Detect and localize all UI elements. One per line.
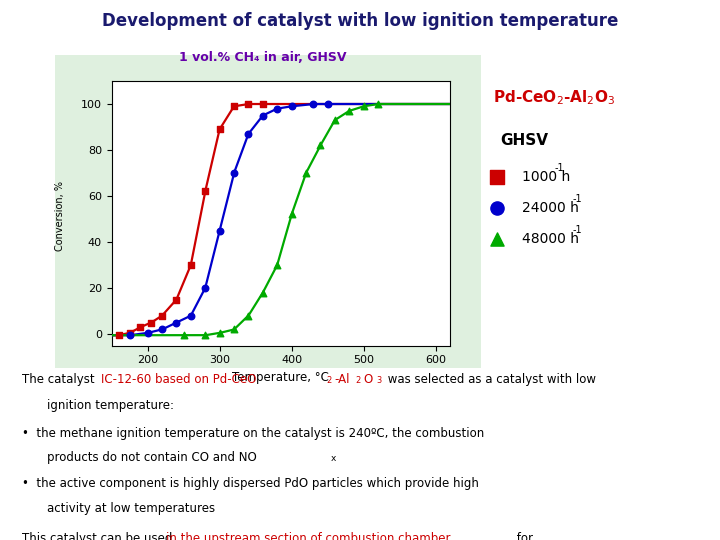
Text: Pd-CeO$_2$-Al$_2$O$_3$: Pd-CeO$_2$-Al$_2$O$_3$ <box>493 88 616 106</box>
Point <box>199 331 211 340</box>
Point <box>214 226 225 235</box>
Text: •  the active component is highly dispersed PdO particles which provide high: • the active component is highly dispers… <box>22 477 479 490</box>
Point <box>243 100 254 109</box>
Text: -1: -1 <box>572 194 582 204</box>
Point <box>343 106 355 115</box>
Point <box>257 288 269 297</box>
Text: $_3$: $_3$ <box>376 373 382 386</box>
Point <box>124 331 135 340</box>
Point <box>145 318 157 327</box>
Text: $_2$: $_2$ <box>355 373 361 386</box>
Text: -1: -1 <box>554 163 564 173</box>
Point <box>491 172 503 181</box>
Point <box>178 331 189 340</box>
Point <box>257 100 269 109</box>
Text: -1: -1 <box>572 225 582 235</box>
Text: IC-12-60 based on Pd-CeO: IC-12-60 based on Pd-CeO <box>101 373 256 386</box>
Text: ignition temperature:: ignition temperature: <box>47 399 174 411</box>
Text: in the upstream section of combustion chamber: in the upstream section of combustion ch… <box>166 532 450 540</box>
Point <box>300 168 312 177</box>
Point <box>228 102 240 111</box>
Text: 24000 h: 24000 h <box>522 201 579 215</box>
Point <box>271 261 283 269</box>
Text: The catalyst: The catalyst <box>22 373 98 386</box>
Point <box>329 116 341 124</box>
Point <box>257 111 269 120</box>
Point <box>156 312 168 320</box>
Text: GHSV: GHSV <box>500 133 549 148</box>
Text: •  the methane ignition temperature on the catalyst is 240ºC, the combustion: • the methane ignition temperature on th… <box>22 427 484 440</box>
Point <box>156 325 168 334</box>
Point <box>171 295 182 304</box>
Text: was selected as a catalyst with low: was selected as a catalyst with low <box>384 373 595 386</box>
Text: 48000 h: 48000 h <box>522 232 579 246</box>
Point <box>358 102 369 111</box>
Point <box>372 100 384 109</box>
Point <box>286 102 297 111</box>
Point <box>142 329 153 338</box>
Text: O: O <box>364 373 373 386</box>
Point <box>491 234 503 243</box>
Point <box>171 318 182 327</box>
Text: -Al: -Al <box>335 373 351 386</box>
Text: 1000 h: 1000 h <box>522 170 570 184</box>
Point <box>214 329 225 338</box>
Text: x: x <box>331 454 336 463</box>
Text: for: for <box>513 532 533 540</box>
Point <box>135 323 146 332</box>
Text: This catalyst can be used: This catalyst can be used <box>22 532 176 540</box>
Point <box>271 104 283 113</box>
Point <box>286 210 297 219</box>
Point <box>124 329 135 338</box>
Point <box>185 261 197 269</box>
Point <box>243 130 254 138</box>
Point <box>491 204 503 212</box>
Point <box>243 312 254 320</box>
Point <box>322 100 333 109</box>
Point <box>307 100 319 109</box>
Point <box>315 141 326 150</box>
Point <box>199 187 211 196</box>
Text: Development of catalyst with low ignition temperature: Development of catalyst with low ignitio… <box>102 11 618 30</box>
Text: 1 vol.% CH₄ in air, GHSV: 1 vol.% CH₄ in air, GHSV <box>179 51 346 64</box>
Text: $_2$: $_2$ <box>326 373 333 386</box>
Point <box>228 325 240 334</box>
Text: activity at low temperatures: activity at low temperatures <box>47 502 215 515</box>
Point <box>228 168 240 177</box>
Point <box>185 312 197 320</box>
Text: Conversion, %: Conversion, % <box>55 181 65 251</box>
X-axis label: Temperature, °C: Temperature, °C <box>233 371 329 384</box>
Point <box>214 125 225 133</box>
Point <box>113 331 125 340</box>
Text: products do not contain CO and NO: products do not contain CO and NO <box>47 451 256 464</box>
Point <box>199 284 211 292</box>
